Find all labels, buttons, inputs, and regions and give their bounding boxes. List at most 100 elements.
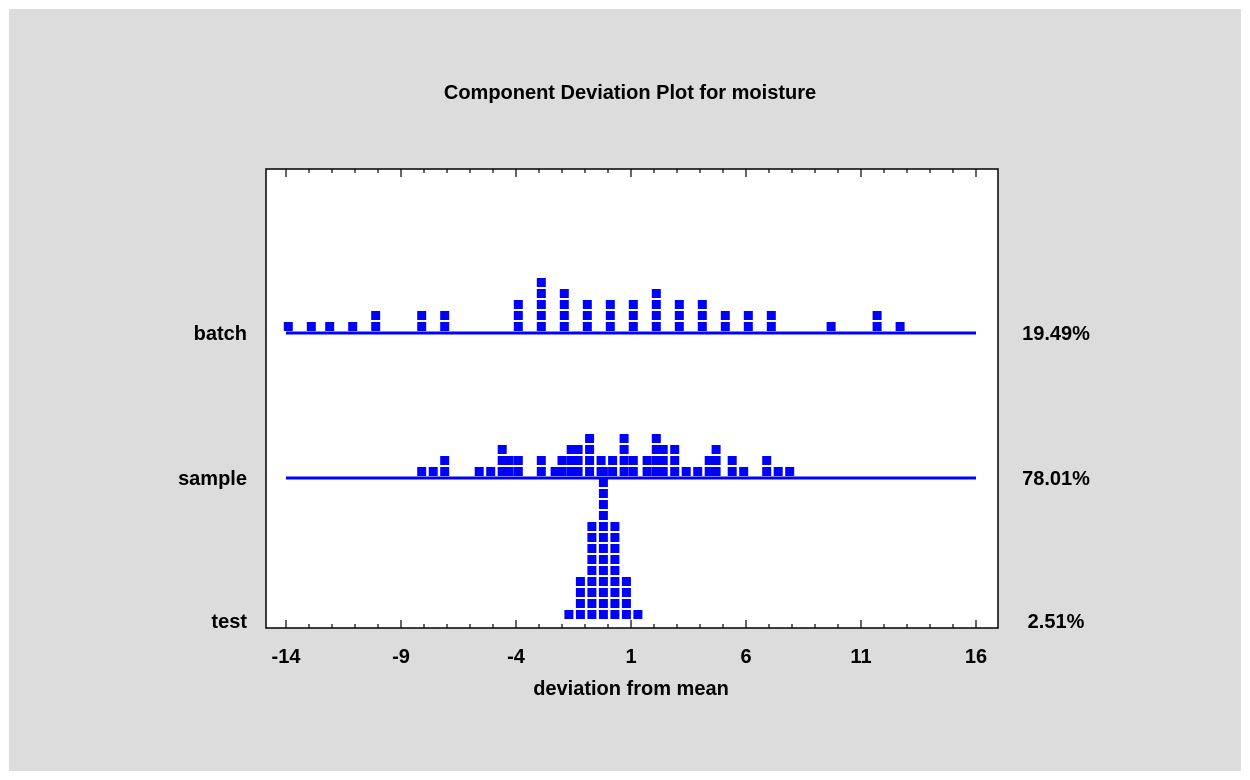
deviation-mark-sample — [550, 467, 560, 476]
deviation-mark-sample — [497, 456, 507, 465]
deviation-mark-sample — [619, 456, 629, 465]
deviation-mark-batch — [674, 311, 684, 320]
deviation-mark-batch — [743, 322, 753, 331]
deviation-mark-batch — [697, 322, 707, 331]
deviation-mark-test — [610, 577, 620, 586]
x-tick-label: -14 — [272, 646, 302, 668]
deviation-mark-batch — [371, 311, 381, 320]
deviation-mark-sample — [693, 467, 703, 476]
deviation-mark-sample — [504, 456, 514, 465]
deviation-mark-test — [598, 522, 608, 531]
deviation-mark-sample — [711, 445, 721, 454]
deviation-mark-batch — [559, 311, 569, 320]
deviation-mark-sample — [642, 456, 652, 465]
deviation-mark-test — [610, 522, 620, 531]
deviation-mark-sample — [704, 467, 714, 476]
deviation-mark-batch — [371, 322, 381, 331]
deviation-mark-sample — [585, 456, 595, 465]
deviation-mark-sample — [428, 467, 438, 476]
deviation-mark-test — [598, 500, 608, 509]
deviation-mark-test — [598, 555, 608, 564]
deviation-mark-sample — [619, 434, 629, 443]
deviation-mark-test — [587, 522, 597, 531]
deviation-mark-sample — [658, 445, 668, 454]
deviation-mark-test — [610, 555, 620, 564]
deviation-mark-test — [598, 610, 608, 619]
deviation-mark-batch — [325, 322, 335, 331]
deviation-mark-batch — [766, 322, 776, 331]
deviation-mark-batch — [697, 311, 707, 320]
deviation-mark-test — [598, 577, 608, 586]
deviation-mark-batch — [417, 311, 427, 320]
chart-background: Component Deviation Plot for moisture -1… — [9, 9, 1241, 771]
deviation-mark-test — [587, 610, 597, 619]
deviation-mark-test — [575, 599, 585, 608]
deviation-mark-test — [598, 599, 608, 608]
deviation-mark-sample — [658, 456, 668, 465]
deviation-mark-batch — [582, 300, 592, 309]
deviation-mark-sample — [785, 467, 795, 476]
deviation-mark-sample — [619, 467, 629, 476]
x-tick-label: -4 — [507, 646, 526, 668]
row-percent-sample: 78.01% — [1022, 468, 1090, 490]
deviation-mark-sample — [670, 467, 680, 476]
deviation-mark-sample — [608, 467, 618, 476]
deviation-mark-test — [621, 610, 631, 619]
deviation-mark-sample — [440, 467, 450, 476]
deviation-mark-test — [621, 577, 631, 586]
chart-marks — [283, 278, 976, 619]
deviation-mark-test — [610, 544, 620, 553]
deviation-mark-test — [610, 599, 620, 608]
deviation-mark-test — [598, 511, 608, 520]
deviation-mark-sample — [497, 445, 507, 454]
deviation-mark-sample — [670, 445, 680, 454]
x-tick-label: -9 — [392, 646, 410, 668]
deviation-mark-sample — [474, 467, 484, 476]
plot-area — [265, 168, 999, 629]
deviation-mark-sample — [536, 467, 546, 476]
deviation-mark-sample — [628, 467, 638, 476]
deviation-mark-sample — [619, 445, 629, 454]
deviation-mark-test — [598, 544, 608, 553]
deviation-mark-test — [587, 588, 597, 597]
deviation-mark-batch — [559, 289, 569, 298]
deviation-mark-sample — [417, 467, 427, 476]
deviation-mark-sample — [711, 456, 721, 465]
x-axis-label: deviation from mean — [533, 678, 729, 700]
deviation-mark-batch — [536, 322, 546, 331]
deviation-mark-batch — [513, 300, 523, 309]
deviation-mark-test — [610, 533, 620, 542]
deviation-mark-sample — [557, 456, 567, 465]
deviation-mark-batch — [628, 300, 638, 309]
deviation-mark-batch — [440, 311, 450, 320]
x-tick-label: 11 — [850, 646, 871, 668]
deviation-mark-sample — [628, 456, 638, 465]
deviation-mark-test — [587, 533, 597, 542]
deviation-mark-batch — [536, 300, 546, 309]
deviation-mark-sample — [608, 456, 618, 465]
deviation-mark-batch — [536, 289, 546, 298]
row-label-sample: sample — [178, 468, 247, 490]
deviation-mark-batch — [440, 322, 450, 331]
deviation-mark-sample — [704, 456, 714, 465]
deviation-mark-test — [610, 610, 620, 619]
deviation-mark-batch — [605, 300, 615, 309]
deviation-mark-batch — [720, 311, 730, 320]
deviation-mark-sample — [642, 467, 652, 476]
deviation-mark-batch — [766, 311, 776, 320]
deviation-mark-test — [575, 577, 585, 586]
x-tick-label: 6 — [740, 646, 751, 668]
deviation-mark-batch — [582, 311, 592, 320]
deviation-mark-sample — [711, 467, 721, 476]
deviation-mark-batch — [417, 322, 427, 331]
deviation-mark-batch — [651, 300, 661, 309]
deviation-mark-sample — [557, 467, 567, 476]
deviation-mark-batch — [513, 322, 523, 331]
deviation-mark-batch — [743, 311, 753, 320]
deviation-mark-batch — [674, 300, 684, 309]
deviation-mark-batch — [559, 322, 569, 331]
deviation-mark-test — [610, 588, 620, 597]
deviation-mark-sample — [773, 467, 783, 476]
deviation-mark-batch — [697, 300, 707, 309]
